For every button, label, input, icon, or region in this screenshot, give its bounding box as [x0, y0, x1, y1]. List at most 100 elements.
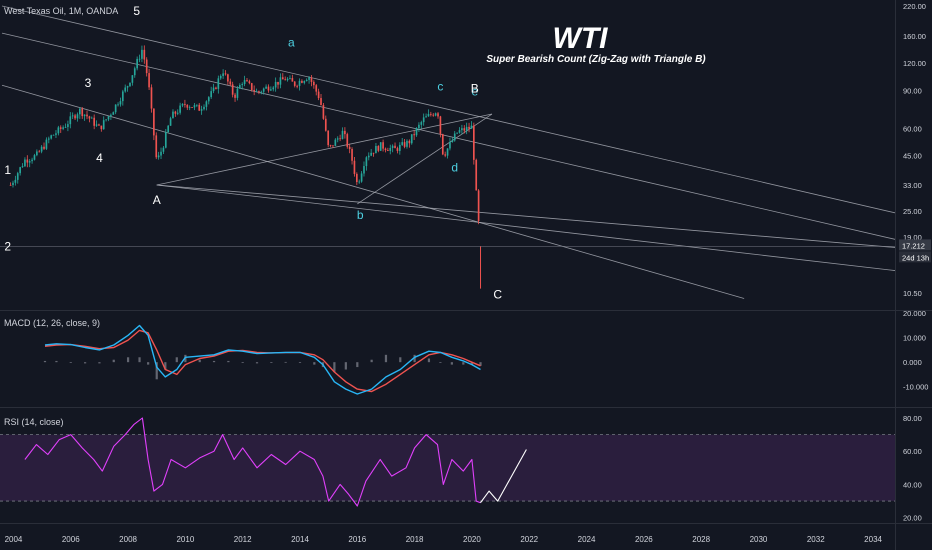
- trendline[interactable]: [156, 184, 896, 271]
- candle[interactable]: [367, 155, 370, 158]
- candle[interactable]: [28, 161, 31, 163]
- candle[interactable]: [305, 79, 308, 82]
- candle[interactable]: [150, 87, 153, 109]
- candle[interactable]: [205, 101, 208, 107]
- candle[interactable]: [246, 80, 248, 82]
- candle[interactable]: [396, 148, 399, 151]
- candle[interactable]: [334, 139, 337, 146]
- candle[interactable]: [475, 159, 478, 191]
- candle[interactable]: [212, 87, 215, 92]
- candle[interactable]: [114, 104, 117, 113]
- candle[interactable]: [284, 79, 287, 81]
- candle[interactable]: [332, 145, 334, 147]
- candle[interactable]: [279, 77, 282, 85]
- candle[interactable]: [145, 59, 148, 74]
- candle[interactable]: [260, 91, 263, 93]
- candle[interactable]: [217, 78, 220, 89]
- candle[interactable]: [81, 108, 84, 117]
- candle[interactable]: [93, 117, 96, 126]
- trendline[interactable]: [156, 184, 896, 248]
- candle[interactable]: [387, 150, 389, 151]
- candle[interactable]: [267, 86, 270, 91]
- candle[interactable]: [16, 173, 19, 180]
- candle[interactable]: [465, 126, 468, 131]
- candle[interactable]: [19, 167, 21, 174]
- trendline[interactable]: [1, 5, 896, 214]
- candle[interactable]: [329, 145, 332, 146]
- candle[interactable]: [286, 78, 289, 81]
- candle[interactable]: [422, 117, 425, 123]
- candle[interactable]: [9, 184, 12, 186]
- candle[interactable]: [234, 94, 236, 98]
- candle[interactable]: [238, 85, 241, 89]
- candle[interactable]: [355, 173, 358, 183]
- candle[interactable]: [26, 159, 29, 163]
- candle[interactable]: [363, 166, 365, 174]
- candle[interactable]: [131, 75, 134, 83]
- candle[interactable]: [71, 115, 74, 117]
- candle[interactable]: [157, 155, 160, 158]
- candle[interactable]: [236, 88, 239, 98]
- candle[interactable]: [110, 114, 112, 117]
- candle[interactable]: [164, 132, 167, 148]
- rsi-projection-line[interactable]: [480, 449, 527, 504]
- candle[interactable]: [88, 116, 91, 119]
- candle[interactable]: [74, 115, 76, 119]
- candle[interactable]: [59, 127, 62, 129]
- candle[interactable]: [21, 166, 24, 168]
- candle[interactable]: [191, 107, 193, 109]
- trendline[interactable]: [357, 113, 493, 205]
- candle[interactable]: [64, 126, 67, 128]
- candle[interactable]: [167, 125, 170, 133]
- candle[interactable]: [425, 116, 427, 118]
- candle[interactable]: [86, 114, 88, 117]
- candle[interactable]: [181, 103, 184, 106]
- candle[interactable]: [394, 145, 396, 149]
- candle[interactable]: [406, 140, 408, 147]
- candle[interactable]: [129, 82, 131, 87]
- candle[interactable]: [203, 106, 205, 110]
- candle[interactable]: [243, 80, 246, 85]
- candle[interactable]: [441, 134, 444, 155]
- candle[interactable]: [317, 91, 320, 99]
- candle[interactable]: [446, 148, 449, 156]
- candle[interactable]: [193, 105, 196, 108]
- candle[interactable]: [370, 152, 372, 156]
- candle[interactable]: [272, 87, 275, 90]
- candle[interactable]: [322, 105, 325, 119]
- candle[interactable]: [389, 147, 392, 151]
- candle[interactable]: [133, 68, 136, 76]
- candle[interactable]: [112, 112, 115, 115]
- candle[interactable]: [162, 147, 165, 152]
- candle[interactable]: [186, 104, 189, 108]
- candle[interactable]: [36, 151, 38, 156]
- candle[interactable]: [24, 159, 26, 167]
- candle[interactable]: [451, 140, 454, 143]
- candle[interactable]: [324, 118, 327, 131]
- candle[interactable]: [224, 73, 227, 75]
- candle[interactable]: [229, 81, 232, 85]
- candle[interactable]: [456, 132, 458, 134]
- candle[interactable]: [215, 87, 217, 89]
- candle[interactable]: [320, 98, 322, 106]
- candle[interactable]: [255, 91, 258, 92]
- candle[interactable]: [298, 80, 301, 86]
- candle[interactable]: [160, 151, 162, 156]
- candle[interactable]: [308, 77, 310, 80]
- candle[interactable]: [365, 157, 368, 167]
- candle[interactable]: [468, 126, 470, 129]
- candle[interactable]: [124, 87, 127, 92]
- candle[interactable]: [196, 104, 198, 106]
- macd-pane-label[interactable]: MACD (12, 26, close, 9): [4, 318, 101, 328]
- candle[interactable]: [241, 84, 244, 86]
- candle[interactable]: [461, 128, 463, 131]
- candle[interactable]: [398, 144, 401, 151]
- candle[interactable]: [313, 81, 315, 86]
- trendline[interactable]: [156, 113, 493, 186]
- candle[interactable]: [76, 114, 79, 119]
- candle[interactable]: [470, 125, 473, 129]
- candle[interactable]: [427, 113, 430, 117]
- candle[interactable]: [250, 83, 253, 90]
- candle[interactable]: [179, 105, 181, 113]
- macd-line[interactable]: [44, 324, 481, 395]
